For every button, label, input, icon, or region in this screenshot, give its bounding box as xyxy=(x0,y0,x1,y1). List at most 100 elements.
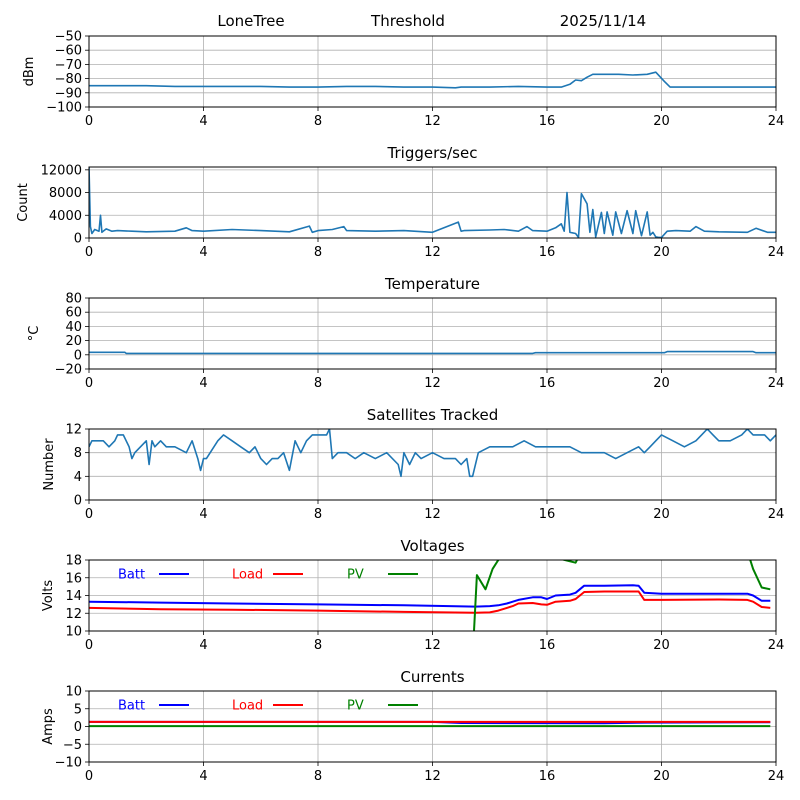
y-tick-label: 16 xyxy=(65,571,82,586)
series-group xyxy=(89,71,776,89)
x-tick-label: 4 xyxy=(199,376,207,391)
y-tick-label: −50 xyxy=(55,30,82,45)
x-tick-label: 12 xyxy=(424,245,441,260)
y-axis-label: Amps xyxy=(41,708,56,745)
y-axis-label: dBm xyxy=(22,57,37,87)
y-tick-label: 80 xyxy=(65,292,82,307)
series-group xyxy=(89,720,771,728)
x-tick-label: 24 xyxy=(768,245,785,260)
y-tick-label: −60 xyxy=(55,44,82,59)
x-tick-label: 16 xyxy=(539,245,556,260)
x-tick-label: 0 xyxy=(85,114,93,129)
x-tick-label: 8 xyxy=(314,114,322,129)
chart-title: Voltages xyxy=(400,537,464,555)
x-tick-label: 4 xyxy=(199,245,207,260)
y-tick-label: 10 xyxy=(65,685,82,700)
header-mode: Threshold xyxy=(370,12,445,30)
series-line-triggers xyxy=(89,167,776,238)
y-axis-label: °C xyxy=(27,326,42,342)
y-tick-label: 0 xyxy=(74,720,82,735)
x-tick-label: 20 xyxy=(653,638,670,653)
x-tick-label: 4 xyxy=(199,114,207,129)
y-tick-label: −100 xyxy=(46,101,82,116)
y-tick-label: 0 xyxy=(74,348,82,363)
legend-label-batt: Batt xyxy=(118,568,145,583)
x-tick-label: 0 xyxy=(85,245,93,260)
x-tick-label: 0 xyxy=(85,376,93,391)
y-axis-label: Number xyxy=(42,438,57,491)
x-tick-label: 8 xyxy=(314,769,322,784)
legend-label-load: Load xyxy=(232,699,263,714)
panel-voltages: 0 4 8 12 16 20 24 10 12 14 16 18 Voltages Volts Batt Lo… xyxy=(41,537,784,653)
legend-label-pv: PV xyxy=(347,568,364,583)
y-tick-label: −90 xyxy=(55,86,82,101)
x-tick-label: 12 xyxy=(424,507,441,522)
y-tick-label: 12 xyxy=(65,607,82,622)
chart-title: Temperature xyxy=(384,275,480,293)
x-tick-label: 4 xyxy=(199,638,207,653)
x-tick-label: 24 xyxy=(768,507,785,522)
panel-triggers: 0 4 8 12 16 20 24 0 4000 8000 12000 Triggers/sec Cou… xyxy=(16,144,784,260)
series-line-load xyxy=(89,590,771,614)
header-station: LoneTree xyxy=(217,12,284,30)
x-tick-label: 12 xyxy=(424,114,441,129)
x-tick-label: 16 xyxy=(539,769,556,784)
series-group xyxy=(89,350,776,355)
y-tick-label: 8 xyxy=(74,446,82,461)
x-tick-label: 8 xyxy=(314,507,322,522)
x-tick-label: 16 xyxy=(539,638,556,653)
chart-title: Satellites Tracked xyxy=(367,406,498,424)
x-tick-label: 12 xyxy=(424,638,441,653)
series-group xyxy=(89,167,776,238)
y-tick-label: 40 xyxy=(65,320,82,335)
x-tick-label: 20 xyxy=(653,507,670,522)
series-line-temperature xyxy=(89,350,776,355)
y-tick-label: 0 xyxy=(74,494,82,509)
legend-label-pv: PV xyxy=(347,699,364,714)
series-line-satellites xyxy=(89,429,776,478)
y-tick-label: 12000 xyxy=(41,163,82,178)
panel-currents: 0 4 8 12 16 20 24 −10 −5 0 5 10 Currents Amps Batt Load… xyxy=(41,668,784,784)
y-tick-label: −20 xyxy=(55,363,82,378)
y-tick-label: 4 xyxy=(74,470,82,485)
y-tick-label: 0 xyxy=(74,232,82,247)
x-tick-label: 20 xyxy=(653,376,670,391)
legend-label-load: Load xyxy=(232,568,263,583)
x-tick-label: 16 xyxy=(539,507,556,522)
series-group xyxy=(89,429,776,478)
y-tick-label: 4000 xyxy=(49,209,82,224)
chart-title: Triggers/sec xyxy=(387,144,478,162)
series-line-pv xyxy=(473,560,771,631)
x-tick-label: 12 xyxy=(424,376,441,391)
x-tick-label: 4 xyxy=(199,507,207,522)
x-tick-label: 24 xyxy=(768,638,785,653)
x-tick-label: 16 xyxy=(539,114,556,129)
x-tick-label: 4 xyxy=(199,769,207,784)
series-line-batt xyxy=(89,584,771,608)
y-tick-label: 20 xyxy=(65,334,82,349)
x-tick-label: 20 xyxy=(653,114,670,129)
header-date: 2025/11/14 xyxy=(560,12,646,30)
y-tick-label: −80 xyxy=(55,72,82,87)
x-tick-label: 0 xyxy=(85,507,93,522)
y-tick-label: 12 xyxy=(65,423,82,438)
y-tick-label: 8000 xyxy=(49,186,82,201)
y-axis-label: Count xyxy=(16,183,31,222)
y-tick-label: −5 xyxy=(63,738,82,753)
x-tick-label: 8 xyxy=(314,245,322,260)
y-tick-label: 10 xyxy=(65,625,82,640)
x-tick-label: 20 xyxy=(653,769,670,784)
x-tick-label: 12 xyxy=(424,769,441,784)
y-tick-label: 60 xyxy=(65,306,82,321)
x-tick-label: 24 xyxy=(768,769,785,784)
y-tick-label: 5 xyxy=(74,702,82,717)
panel-satellites: 0 4 8 12 16 20 24 0 4 8 12 Satellites Tracked Number xyxy=(42,406,784,522)
y-tick-label: −10 xyxy=(55,756,82,771)
chart-title: Currents xyxy=(400,668,464,686)
x-tick-label: 0 xyxy=(85,638,93,653)
x-tick-label: 20 xyxy=(653,245,670,260)
x-tick-label: 24 xyxy=(768,114,785,129)
x-tick-label: 24 xyxy=(768,376,785,391)
